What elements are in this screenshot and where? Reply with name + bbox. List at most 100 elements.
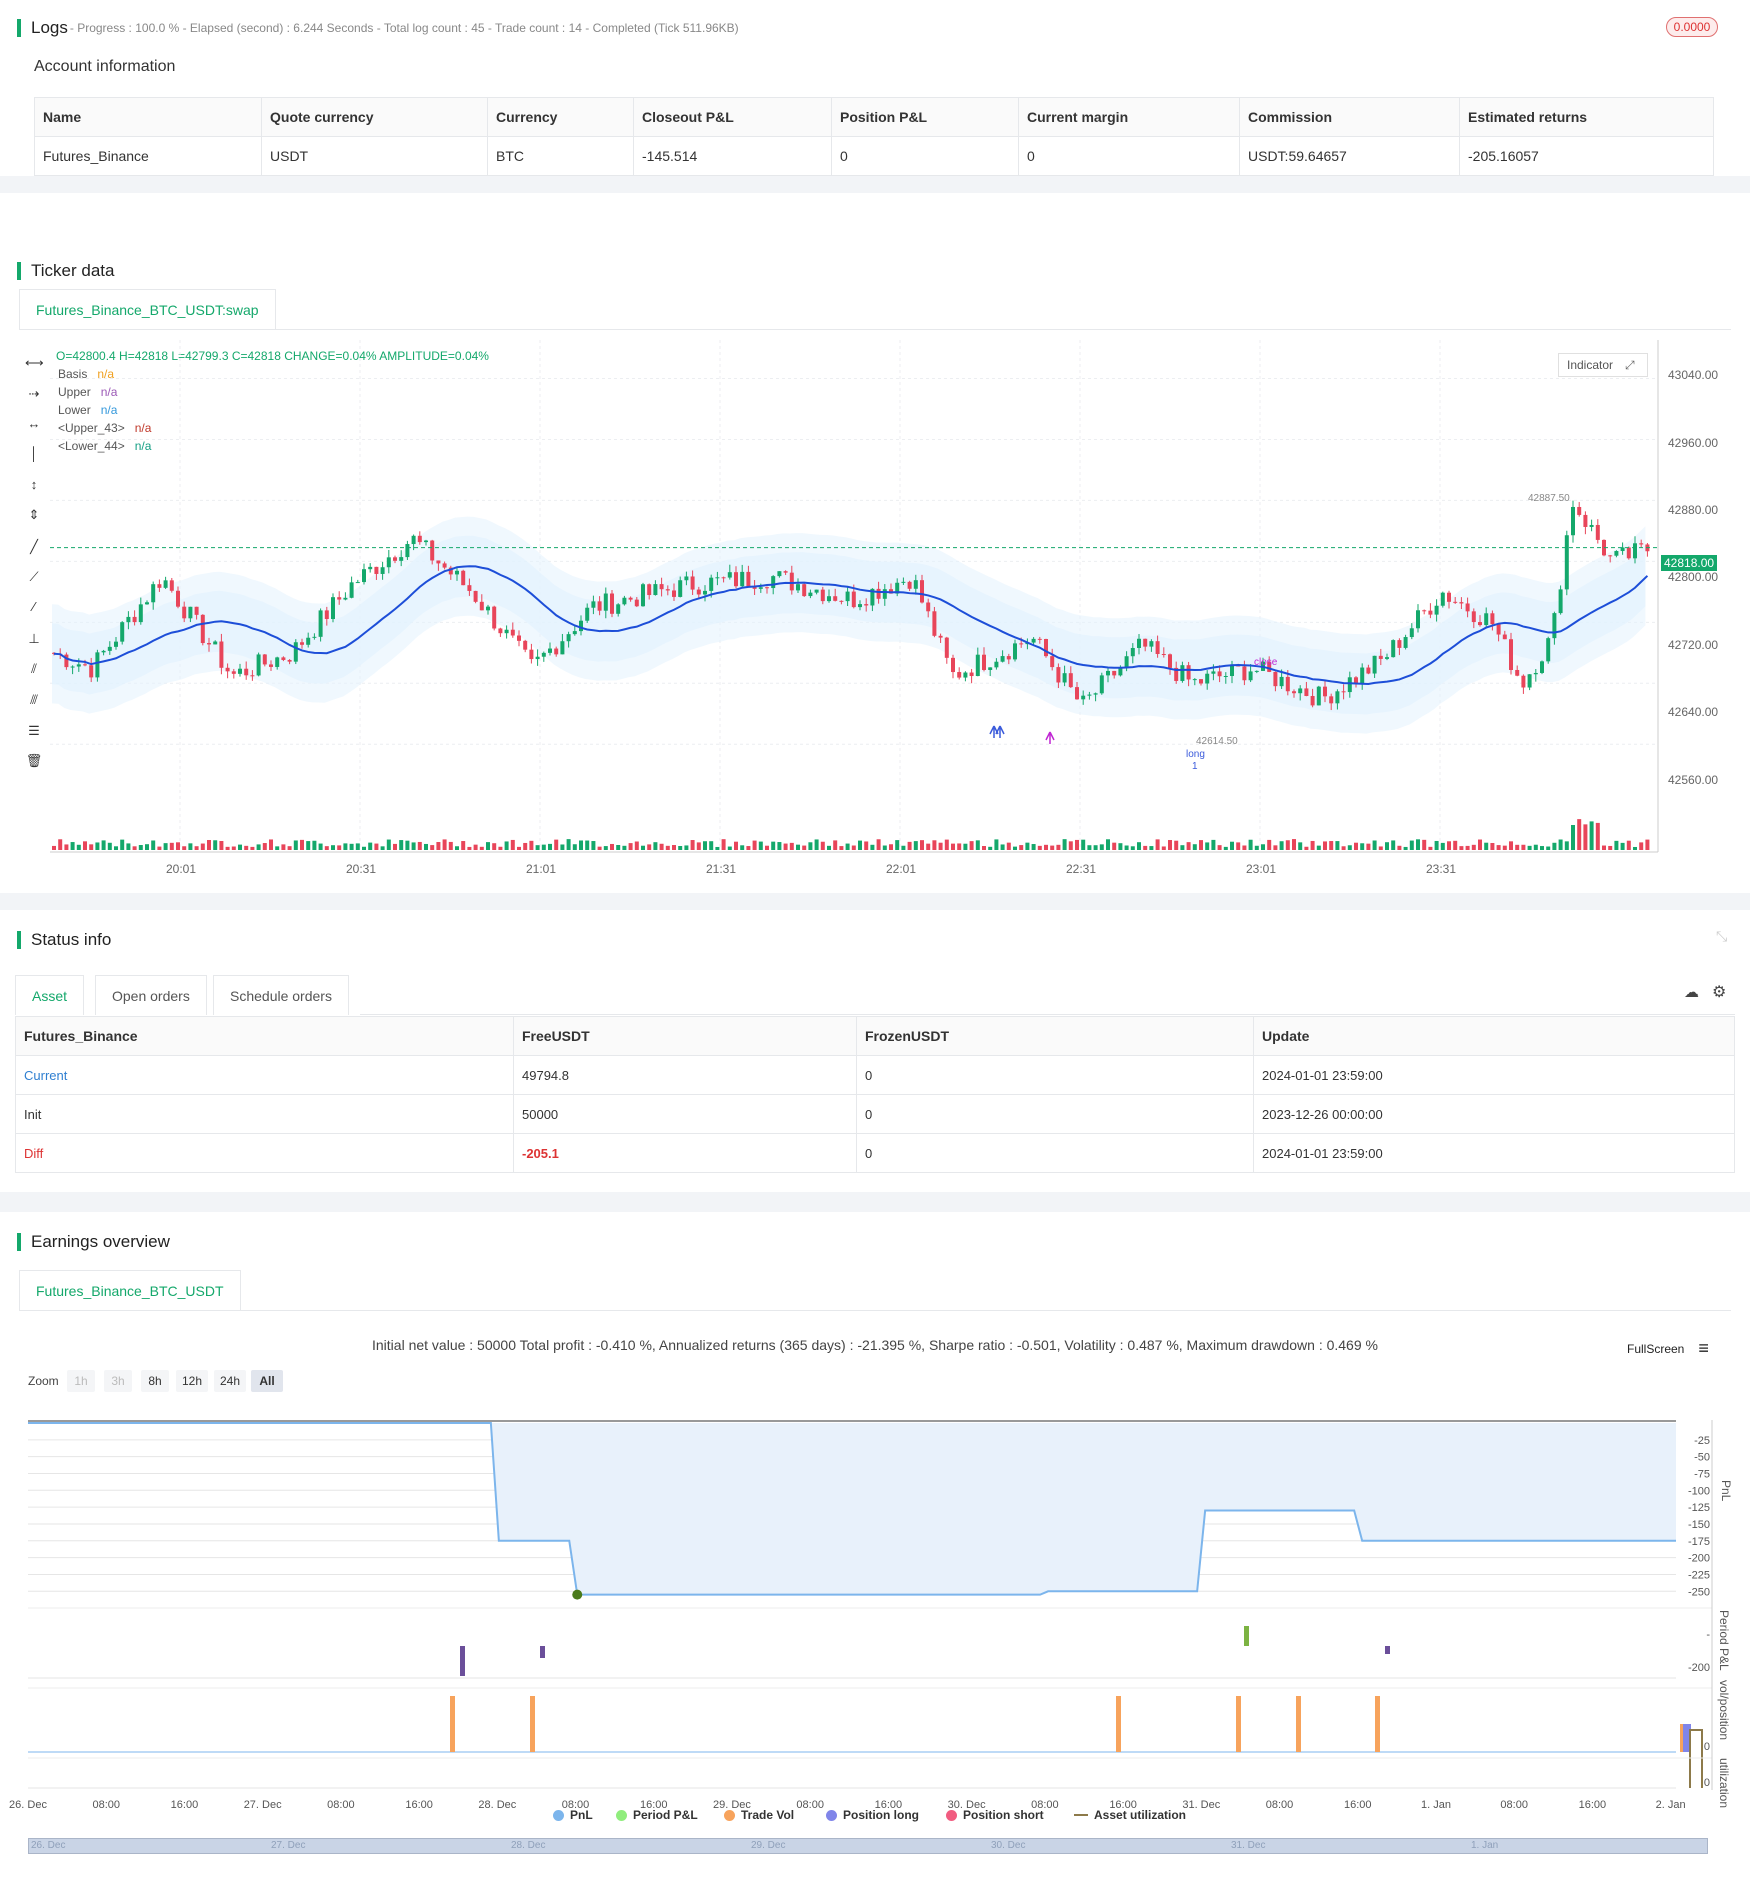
candle-body [858, 604, 862, 608]
candle-body [678, 580, 683, 597]
zoom-1h-button[interactable]: 1h [67, 1370, 95, 1392]
volume-bar [1558, 839, 1563, 850]
trash-icon[interactable]: 🗑 [25, 753, 43, 768]
navigator-tick: 30. Dec [991, 1840, 1026, 1851]
candle-body [70, 666, 75, 668]
volume-bar [554, 839, 559, 850]
volume-bar [1533, 844, 1538, 850]
volume-bar [1254, 845, 1259, 850]
expand-icon[interactable]: ⤢ [1625, 357, 1635, 372]
volume-bar [250, 846, 255, 850]
candle-body [52, 652, 56, 654]
gear-icon[interactable]: ⚙ [1712, 984, 1727, 1001]
volume-bar [1571, 825, 1575, 850]
volume-bar [417, 841, 422, 850]
candle-body [864, 604, 869, 606]
fullscreen-button[interactable]: FullScreen ≡ [1627, 1338, 1709, 1359]
earnings-chart[interactable]: -25 -50 -75 -100 -125 -150 -175 -200 -225 -250 - -2… [0, 1390, 1750, 1810]
price-line-tool-icon[interactable]: ⊥ [28, 631, 40, 646]
volume-bar [864, 841, 869, 850]
extended-line-tool-icon[interactable]: ↔ [27, 416, 41, 431]
asset-row-diff: Diff -205.1 0 2024-01-01 23:59:00 [15, 1133, 1735, 1173]
account-cell: USDT:59.64657 [1239, 136, 1460, 176]
candle-body [1143, 638, 1148, 647]
volume-bar [517, 846, 521, 850]
segment-tool-icon[interactable]: ⁄ [32, 599, 36, 614]
fibonacci-tool-icon[interactable]: ⫻ [30, 692, 38, 707]
zoom-all-button[interactable]: All [251, 1370, 283, 1392]
ray-line-tool-icon[interactable]: ⟋ [29, 569, 39, 584]
candle-body [424, 540, 428, 543]
navigator-tick: 29. Dec [751, 1840, 786, 1851]
candle-body [1366, 667, 1371, 674]
long-arrow-icon [989, 725, 1005, 738]
volume-bar [498, 846, 503, 850]
horizontal-ray-tool-icon[interactable]: ⇢ [28, 386, 40, 401]
time-axis-tick: 16:00 [1344, 1799, 1372, 1810]
zoom-12h-button[interactable]: 12h [176, 1370, 208, 1392]
tab-open-orders[interactable]: Open orders [95, 975, 207, 1015]
candle-body [1292, 691, 1296, 694]
navigator-bar[interactable]: 26. Dec 27. Dec 28. Dec 29. Dec 30. Dec 31. D… [28, 1838, 1708, 1854]
candle-body [808, 592, 813, 597]
candle-body [876, 588, 881, 599]
tab-earnings-symbol[interactable]: Futures_Binance_BTC_USDT [19, 1270, 241, 1310]
zoom-24h-button[interactable]: 24h [214, 1370, 246, 1392]
zoom-8h-button[interactable]: 8h [141, 1370, 169, 1392]
tab-ticker-symbol[interactable]: Futures_Binance_BTC_USDT:swap [19, 289, 276, 329]
pane-axis-title: vol/position [1717, 1680, 1731, 1740]
candle-body [1558, 589, 1563, 614]
volume-bar [461, 841, 466, 850]
volume-bar [1546, 846, 1551, 850]
last-price-label: 42818.00 [1661, 555, 1718, 571]
account-header-row: Name Quote currency Currency Closeout P&… [34, 97, 1714, 137]
candlestick-chart[interactable] [50, 340, 1660, 860]
candle-body [1341, 691, 1346, 693]
vertical-ray-tool-icon[interactable]: ⇕ [28, 507, 40, 522]
candle-body [64, 654, 69, 668]
volume-bar [1633, 846, 1637, 850]
legend-position-short[interactable]: Position short [946, 1808, 1044, 1822]
parallel-channel-tool-icon[interactable]: ⫽ [31, 661, 37, 676]
candle-body [672, 590, 676, 597]
volume-bar [492, 843, 497, 850]
volume-bar [814, 839, 819, 850]
trend-line-tool-icon[interactable]: ╱ [30, 539, 38, 554]
asset-row-label[interactable]: Current [15, 1055, 514, 1095]
volume-bar [1366, 843, 1371, 850]
menu-icon[interactable]: ≡ [1698, 1338, 1709, 1358]
pane-axis-title: utilization [1717, 1758, 1731, 1808]
legend-asset-utilization[interactable]: Asset utilization [1074, 1808, 1186, 1822]
candle-body [566, 634, 571, 642]
candle-body [926, 602, 931, 612]
vertical-segment-tool-icon[interactable]: ↕ [30, 477, 38, 492]
volume-bar [368, 842, 373, 850]
candle-body [597, 601, 602, 611]
candle-body [1180, 665, 1185, 681]
legend-position-long[interactable]: Position long [826, 1808, 919, 1822]
volume-bar [1075, 839, 1079, 850]
candle-body [548, 648, 552, 653]
cloud-download-icon[interactable]: ☁ [1684, 984, 1699, 1001]
candle-body [200, 614, 205, 644]
candle-body [523, 640, 528, 650]
candle-body [1490, 613, 1495, 625]
volume-bar [448, 841, 453, 850]
vertical-line-tool-icon[interactable]: │ [29, 446, 39, 461]
volume-bar [1372, 840, 1377, 850]
collapse-icon[interactable]: ⤡ [1716, 928, 1728, 944]
bollinger-band-inner [52, 535, 1646, 715]
volume-bar [1174, 840, 1179, 850]
tab-asset[interactable]: Asset [15, 975, 85, 1015]
zoom-3h-button[interactable]: 3h [104, 1370, 132, 1392]
candle-body [1124, 656, 1129, 668]
indicator-button[interactable]: Indicator ⤢ [1558, 353, 1648, 377]
legend-pnl[interactable]: PnL [553, 1808, 593, 1822]
legend-trade-vol[interactable]: Trade Vol [724, 1808, 794, 1822]
measure-tool-icon[interactable]: ☰ [28, 723, 40, 738]
horizontal-line-tool-icon[interactable]: ⟷ [25, 355, 44, 370]
volume-bar [1471, 844, 1476, 850]
legend-period-pnl[interactable]: Period P&L [616, 1808, 698, 1822]
candle-body [963, 672, 968, 678]
tab-schedule-orders[interactable]: Schedule orders [213, 975, 349, 1015]
